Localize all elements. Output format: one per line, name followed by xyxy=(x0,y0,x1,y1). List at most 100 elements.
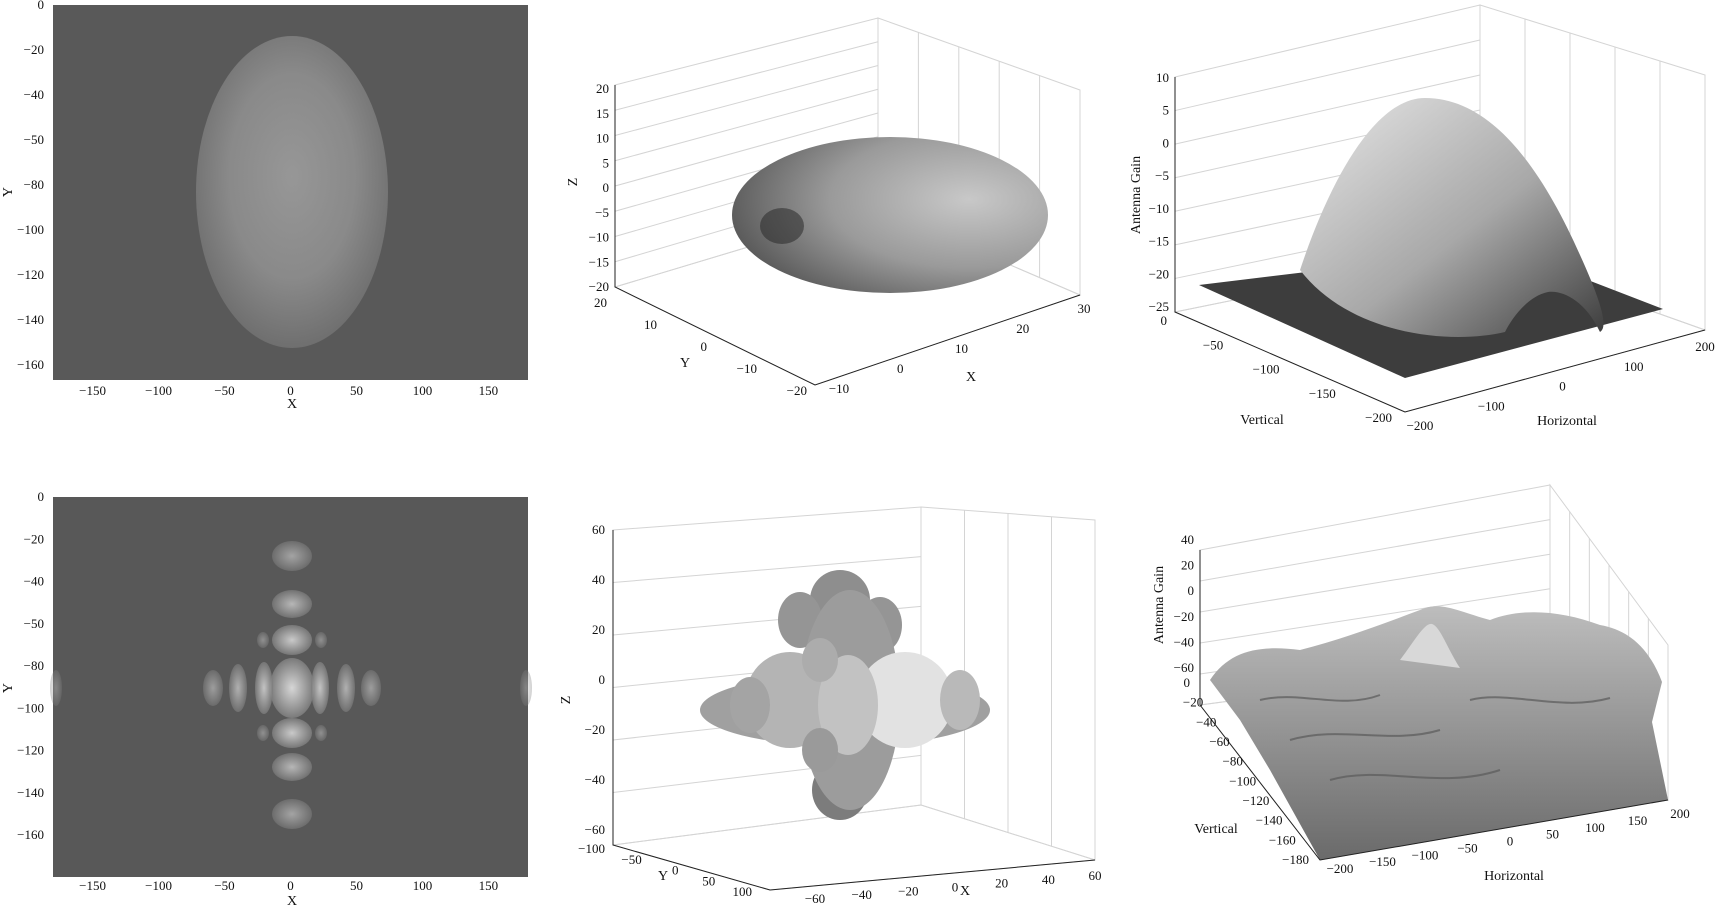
z-tick-label: 20 xyxy=(592,622,605,637)
x-tick-labels: −150 −100 −50 0 50 100 150 xyxy=(79,383,498,398)
y-tick-label: −160 xyxy=(1269,832,1296,847)
lobe xyxy=(311,662,329,714)
z-tick-label: −60 xyxy=(585,822,605,837)
y-tick-label: −20 xyxy=(787,383,807,398)
y-tick-labels: 0 −20 −40 −60 −80 −100 −120 −140 −160 −180 xyxy=(1183,675,1309,867)
y-tick-label: 10 xyxy=(644,317,657,332)
x-tick-label: 0 xyxy=(287,878,294,893)
panel-4-heatmap: 0 −20 −40 −50 −80 −100 −120 −140 −160 −150 −100 −5… xyxy=(1,489,532,907)
lobe xyxy=(272,799,312,829)
z-tick-label: −15 xyxy=(1149,234,1169,249)
y-tick-label: −50 xyxy=(24,616,44,631)
z-tick-label: 10 xyxy=(1156,70,1169,85)
x-tick-label: 200 xyxy=(1695,339,1715,354)
lobe xyxy=(272,541,312,571)
radiation-pattern-blob xyxy=(732,137,1048,293)
y-tick-label: 50 xyxy=(702,873,715,888)
y-axis-label: Y xyxy=(1,187,16,197)
terrain-surface xyxy=(1210,606,1668,860)
panel-1-heatmap: 0 −20 −40 −50 −80 −100 −120 −140 −160 −150 −100 −5… xyxy=(1,0,528,412)
z-tick-labels: 40 20 0 −20 −40 −60 xyxy=(1174,532,1194,675)
y-tick-label: −150 xyxy=(1309,386,1336,401)
y-tick-label: −140 xyxy=(17,312,44,327)
z-tick-label: 0 xyxy=(1163,135,1170,150)
x-tick-label: −50 xyxy=(1457,840,1477,855)
gain-dome xyxy=(1300,98,1604,337)
z-tick-label: 15 xyxy=(596,106,609,121)
y-tick-label: −40 xyxy=(24,87,44,102)
x-tick-label: 150 xyxy=(1628,813,1648,828)
z-tick-label: −40 xyxy=(1174,634,1194,649)
z-tick-label: −15 xyxy=(589,254,609,269)
x-tick-label: −60 xyxy=(805,891,825,906)
y-tick-label: −160 xyxy=(17,827,44,842)
x-tick-label: 100 xyxy=(1585,820,1605,835)
z-tick-label: −60 xyxy=(1174,660,1194,675)
x-tick-label: −100 xyxy=(1478,398,1505,413)
y-tick-label: −100 xyxy=(578,841,605,856)
y-tick-label: −120 xyxy=(17,743,44,758)
y-tick-label: 0 xyxy=(38,489,45,504)
x-tick-labels: −150 −100 −50 0 50 100 150 xyxy=(79,878,498,893)
x-tick-label: 40 xyxy=(1042,872,1055,887)
z-tick-label: 0 xyxy=(1188,583,1195,598)
x-tick-label: 100 xyxy=(413,383,433,398)
x-tick-label: 10 xyxy=(955,341,968,356)
z-tick-label: −5 xyxy=(595,205,609,220)
y-tick-label: −100 xyxy=(1253,362,1280,377)
z-tick-label: 5 xyxy=(1163,103,1170,118)
lobe-cluster xyxy=(700,570,990,820)
y-tick-label: −200 xyxy=(1365,410,1392,425)
x-tick-label: −100 xyxy=(145,878,172,893)
z-tick-label: 20 xyxy=(1181,558,1194,573)
z-tick-label: 5 xyxy=(603,155,610,170)
x-tick-label: 0 xyxy=(1507,834,1514,849)
panel-3-surface: 10 5 0 −5 −10 −15 −20 −25 0 −50 −100 −150 −200 −200… xyxy=(1129,4,1715,433)
y-tick-label: −20 xyxy=(1183,695,1203,710)
z-tick-label: −5 xyxy=(1155,168,1169,183)
lobe xyxy=(272,625,312,655)
y-axis-label: Vertical xyxy=(1194,822,1238,837)
x-tick-labels: −10 0 10 20 30 xyxy=(829,301,1091,396)
y-axis-label: Vertical xyxy=(1240,413,1284,428)
x-tick-labels: −200 −100 0 100 200 xyxy=(1407,339,1715,433)
y-tick-label: −80 xyxy=(1223,754,1243,769)
y-tick-label: −100 xyxy=(17,222,44,237)
z-tick-label: −20 xyxy=(585,722,605,737)
main-lobe xyxy=(196,36,388,348)
terrain-ridges xyxy=(1259,694,1611,781)
y-tick-label: 20 xyxy=(594,295,607,310)
y-tick-label: 0 xyxy=(1184,675,1191,690)
lobe xyxy=(520,670,532,706)
x-tick-label: 50 xyxy=(350,878,363,893)
z-tick-label: 0 xyxy=(599,672,606,687)
z-tick-label: −40 xyxy=(585,772,605,787)
y-tick-label: 0 xyxy=(38,0,45,12)
z-tick-label: 20 xyxy=(596,81,609,96)
y-axis-label: Y xyxy=(1,683,16,693)
y-tick-label: −140 xyxy=(17,785,44,800)
terrain-peak xyxy=(1400,623,1460,668)
x-axis-label: X xyxy=(960,884,970,899)
lobe xyxy=(229,664,247,712)
z-tick-label: 0 xyxy=(603,180,610,195)
y-tick-label: −100 xyxy=(17,700,44,715)
z-tick-labels: 20 15 10 5 0 −5 −10 −15 −20 xyxy=(589,81,609,294)
lobe xyxy=(315,632,327,648)
y-tick-label: −50 xyxy=(621,852,641,867)
x-tick-label: −100 xyxy=(145,383,172,398)
lobe xyxy=(315,725,327,741)
x-axis-label: Horizontal xyxy=(1484,869,1544,884)
x-tick-label: 150 xyxy=(479,878,499,893)
y-tick-label: 0 xyxy=(701,339,708,354)
x-tick-label: 200 xyxy=(1670,806,1690,821)
blob-dark-core xyxy=(760,208,804,244)
z-axis-label: Antenna Gain xyxy=(1152,566,1167,644)
y-tick-labels: 0 −20 −40 −50 −80 −100 −120 −140 −160 xyxy=(17,489,44,842)
x-tick-label: 0 xyxy=(897,361,904,376)
x-axis-label: Horizontal xyxy=(1537,414,1597,429)
x-tick-label: −40 xyxy=(851,887,871,902)
z-axis-label: Z xyxy=(566,178,581,187)
y-tick-label: −60 xyxy=(1209,734,1229,749)
